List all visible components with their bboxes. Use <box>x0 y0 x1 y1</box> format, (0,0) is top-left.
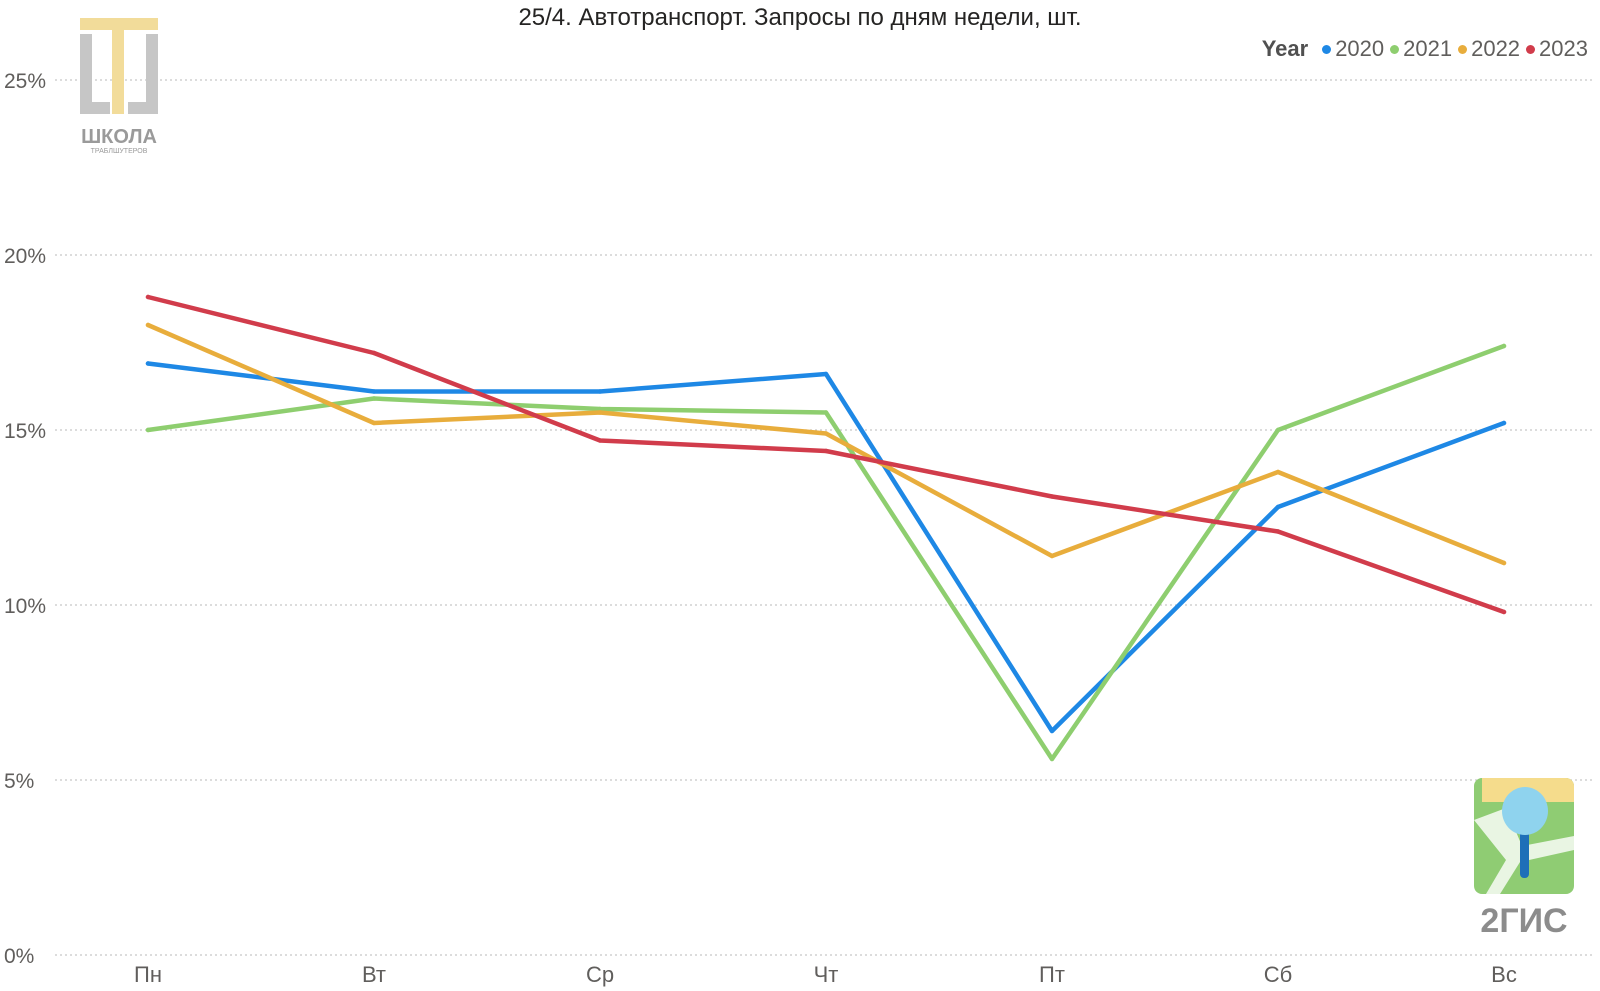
data-point-2021[interactable] <box>1275 427 1281 433</box>
gis-logo: 2ГИС <box>1474 778 1574 940</box>
data-point-2022[interactable] <box>371 420 377 426</box>
legend-label-2020: 2020 <box>1335 36 1385 61</box>
legend-title: Year <box>1261 36 1309 61</box>
legend-item-2021[interactable]: 2021 <box>1390 36 1452 62</box>
legend-item-2023[interactable]: 2023 <box>1526 36 1588 62</box>
legend-item-2022[interactable]: 2022 <box>1458 36 1520 62</box>
y-tick-label: 15% <box>4 420 46 443</box>
series-line-2021[interactable] <box>145 343 1507 762</box>
school-logo-left-foot <box>80 102 110 114</box>
legend-label-2023: 2023 <box>1539 36 1588 61</box>
legend-label-2022: 2022 <box>1471 36 1521 61</box>
data-point-2021[interactable] <box>1501 343 1507 349</box>
y-tick-label: 0% <box>4 945 34 968</box>
x-tick-label: Пн <box>134 962 162 987</box>
data-point-2023[interactable] <box>823 448 829 454</box>
data-point-2020[interactable] <box>823 371 829 377</box>
data-point-2023[interactable] <box>1501 609 1507 615</box>
legend-marker-2023 <box>1526 44 1536 54</box>
data-point-2022[interactable] <box>597 410 603 415</box>
school-logo-subtitle: ТРАБЛШУТЕРОВ <box>91 148 148 155</box>
school-logo-stem <box>112 30 124 114</box>
gis-logo-tile <box>1474 778 1574 894</box>
gridlines <box>55 79 1592 956</box>
data-point-2023[interactable] <box>1049 494 1055 499</box>
series-line-2023[interactable] <box>145 294 1507 615</box>
data-point-2022[interactable] <box>145 322 151 328</box>
y-tick-label: 20% <box>4 245 46 268</box>
legend: Year 2020 2021 2022 2023 <box>1262 36 1588 62</box>
school-logo-right-foot <box>128 102 158 114</box>
data-point-2022[interactable] <box>1049 553 1055 559</box>
data-point-2020[interactable] <box>1501 420 1507 426</box>
data-point-2023[interactable] <box>1275 529 1281 534</box>
x-tick-label: Вс <box>1491 962 1517 987</box>
x-tick-label: Чт <box>814 962 839 987</box>
x-axis: Пн Вт Ср Чт Пт Сб Вс <box>134 962 1517 987</box>
series-lines <box>145 294 1507 762</box>
legend-marker-2021 <box>1390 44 1400 54</box>
data-point-2022[interactable] <box>1501 560 1507 566</box>
legend-marker-2022 <box>1458 44 1468 54</box>
legend-marker-2020 <box>1322 44 1332 54</box>
gis-logo-roads <box>1474 808 1574 894</box>
y-axis: 0% 5% 10% 15% 20% 25% <box>4 70 46 968</box>
data-point-2023[interactable] <box>371 350 377 356</box>
x-tick-label: Сб <box>1264 962 1293 987</box>
x-tick-label: Ср <box>586 962 614 987</box>
data-point-2022[interactable] <box>823 431 829 436</box>
gis-logo-pin-stem <box>1520 820 1529 878</box>
legend-label-2021: 2021 <box>1403 36 1453 61</box>
gis-logo-text: 2ГИС <box>1480 902 1567 940</box>
gis-logo-sand <box>1482 778 1574 802</box>
data-point-2023[interactable] <box>597 438 603 443</box>
data-point-2020[interactable] <box>1049 728 1055 734</box>
data-point-2020[interactable] <box>1275 504 1281 510</box>
data-point-2020[interactable] <box>371 389 377 394</box>
data-point-2021[interactable] <box>823 410 829 415</box>
school-logo: ШКОЛА ТРАБЛШУТЕРОВ <box>80 18 158 155</box>
data-point-2023[interactable] <box>145 294 151 300</box>
gis-logo-pin-head <box>1502 787 1548 835</box>
data-point-2021[interactable] <box>371 396 377 401</box>
data-point-2022[interactable] <box>1275 469 1281 475</box>
data-point-2021[interactable] <box>145 427 151 433</box>
data-point-2020[interactable] <box>145 361 151 366</box>
x-tick-label: Пт <box>1039 962 1065 987</box>
series-line-2020[interactable] <box>145 361 1507 734</box>
data-point-2021[interactable] <box>1049 756 1055 762</box>
school-logo-name: ШКОЛА <box>81 126 157 148</box>
chart-title: 25/4. Автотранспорт. Запросы по дням нед… <box>518 4 1082 31</box>
legend-item-2020[interactable]: 2020 <box>1322 36 1384 62</box>
y-tick-label: 5% <box>4 770 34 793</box>
data-point-2020[interactable] <box>597 389 603 394</box>
x-tick-label: Вт <box>362 962 386 987</box>
y-tick-label: 25% <box>4 70 46 93</box>
school-logo-left-post <box>80 34 92 114</box>
y-tick-label: 10% <box>4 595 46 618</box>
school-logo-right-post <box>146 34 158 114</box>
data-point-2021[interactable] <box>597 406 603 412</box>
series-line-2022[interactable] <box>145 322 1507 566</box>
